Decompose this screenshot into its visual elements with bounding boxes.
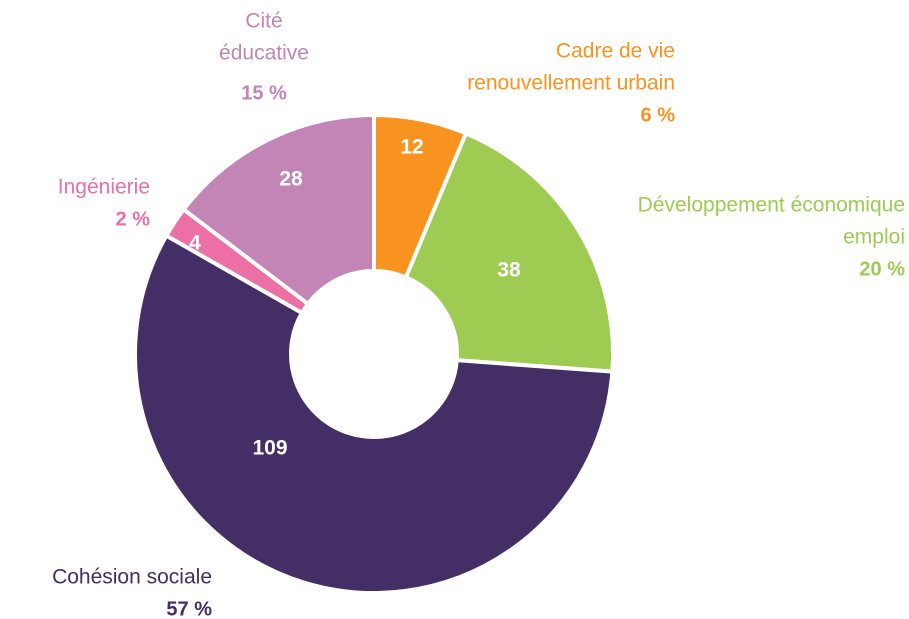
donut-slice (403, 130, 615, 374)
value-label: 12 (400, 136, 423, 159)
value-label: 109 (252, 437, 287, 460)
share-label: 20 % (859, 258, 905, 280)
share-label: 6 % (641, 104, 676, 126)
value-label: 4 (189, 232, 201, 255)
share-label: 15 % (241, 82, 287, 104)
category-label: Développement économique (638, 194, 905, 217)
category-label: éducative (219, 42, 309, 65)
share-label: 2 % (116, 208, 151, 230)
donut-slice (133, 232, 615, 595)
value-label: 28 (279, 168, 303, 191)
category-label: Cadre de vie (556, 40, 675, 63)
category-label: Cohésion sociale (52, 566, 212, 589)
donut-slice (180, 112, 376, 307)
share-label: 57 % (166, 598, 212, 619)
category-label: emploi (843, 226, 905, 249)
category-label: Cité (245, 10, 282, 33)
category-label: renouvellement urbain (467, 72, 675, 95)
category-label: Ingénierie (58, 176, 150, 199)
value-label: 38 (497, 259, 521, 282)
